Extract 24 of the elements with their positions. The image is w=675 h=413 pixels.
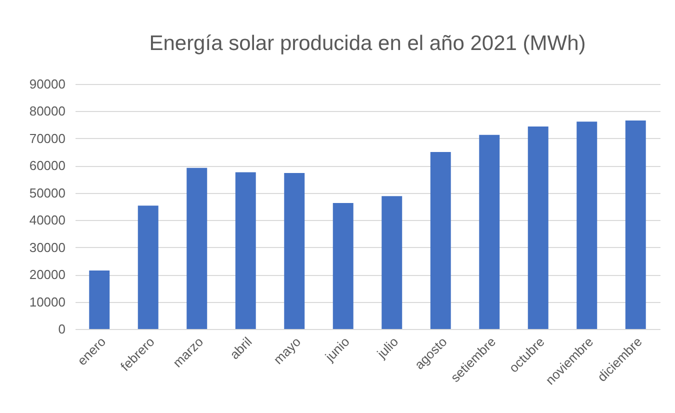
bar: [235, 172, 256, 329]
y-tick-label: 10000: [29, 294, 66, 310]
y-tick-label: 40000: [29, 212, 66, 228]
y-tick-label: 90000: [29, 76, 66, 92]
bar: [186, 168, 208, 329]
bar: [625, 120, 646, 329]
y-tick-label: 20000: [29, 267, 66, 282]
bar: [284, 173, 305, 329]
bar: [430, 152, 451, 329]
bar: [479, 134, 500, 329]
y-tick-label: 70000: [29, 130, 66, 146]
bar: [89, 270, 110, 329]
bar: [332, 202, 354, 329]
y-tick-label: 30000: [29, 240, 66, 255]
y-tick-label: 0: [58, 322, 66, 336]
y-tick-label: 50000: [29, 185, 66, 200]
chart-title: Energía solar producida en el año 2021 (MWh): [149, 32, 586, 55]
bar: [576, 122, 598, 329]
bar: [382, 196, 402, 329]
bar: [138, 206, 158, 329]
x-tick-label: julio: [373, 334, 402, 362]
y-tick-label: 60000: [29, 158, 66, 174]
bar: [528, 126, 548, 329]
y-tick-label: 80000: [29, 104, 66, 119]
